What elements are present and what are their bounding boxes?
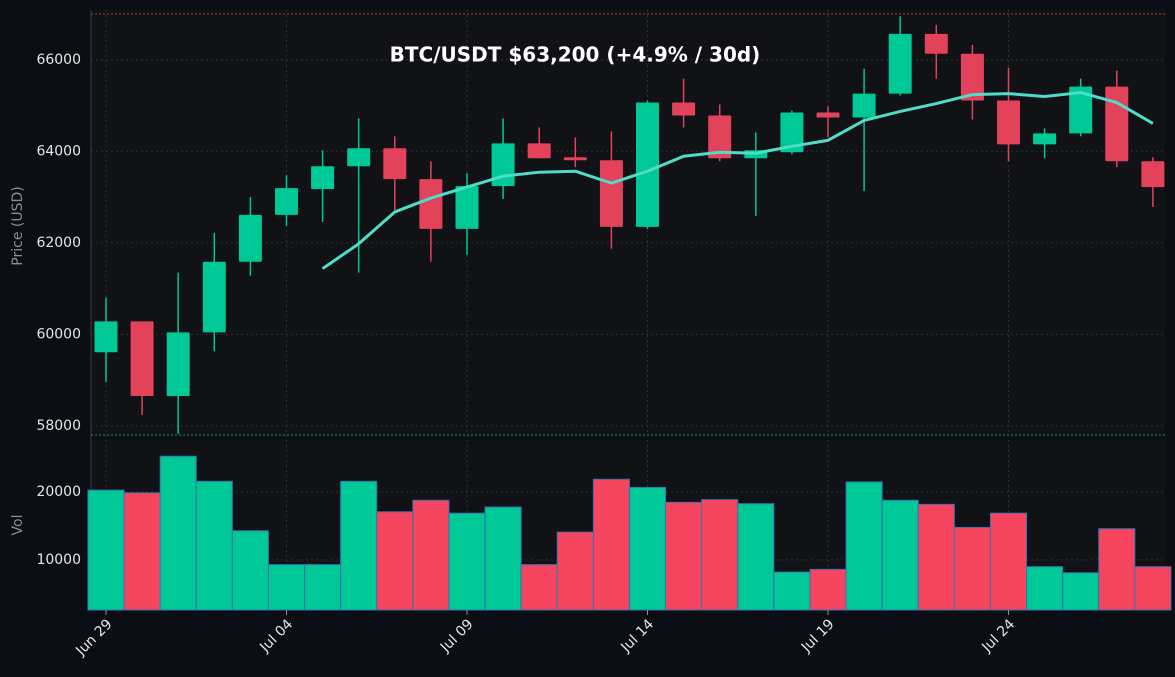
- x-tick-label: Jul 24: [978, 616, 1018, 656]
- candle-body: [780, 112, 804, 153]
- candle-body: [311, 166, 335, 190]
- volume-bar: [989, 512, 1028, 611]
- candle-body: [130, 321, 154, 397]
- candle-body: [419, 179, 443, 229]
- candle-body: [94, 321, 118, 353]
- y-tick-label: 66000: [36, 52, 81, 68]
- candle-body: [672, 102, 696, 116]
- candle-body: [1105, 86, 1129, 162]
- volume-bar: [231, 530, 269, 611]
- marks: [87, 16, 1172, 611]
- volume-bar: [123, 492, 161, 611]
- candle-body: [275, 188, 298, 215]
- volume-bar: [665, 501, 703, 611]
- y-axis-label: Vol: [10, 515, 26, 536]
- candle-body: [347, 148, 371, 167]
- y-tick-label: 60000: [36, 326, 81, 342]
- volume-bar: [340, 480, 378, 611]
- volume-bar: [195, 480, 233, 611]
- volume-bar: [556, 531, 594, 611]
- volume-bar: [159, 455, 197, 611]
- volume-bar: [809, 568, 847, 611]
- candle-body: [599, 160, 623, 227]
- price-panel: [91, 10, 1165, 437]
- candle-body: [563, 157, 587, 161]
- volume-bar: [701, 499, 739, 611]
- volume-bar: [917, 503, 955, 611]
- volume-bar: [376, 511, 414, 611]
- candle-body: [166, 332, 190, 397]
- volume-bar: [520, 564, 558, 611]
- candle-body: [1033, 133, 1057, 145]
- x-tick-label: Jun 29: [72, 616, 115, 659]
- volume-bar: [304, 564, 342, 611]
- y-tick-label: 20000: [36, 484, 81, 500]
- candle-body: [455, 186, 479, 229]
- volume-bar: [1134, 566, 1172, 611]
- y-tick-label: 58000: [36, 418, 81, 434]
- y-axis-label: Price (USD): [10, 186, 26, 265]
- candle-body: [960, 53, 984, 101]
- ma-line: [321, 91, 1154, 270]
- volume-bar: [881, 499, 919, 611]
- volume-bar: [628, 486, 667, 611]
- candle-body: [636, 102, 659, 227]
- y-tick-label: 62000: [36, 235, 81, 251]
- candle-body: [852, 93, 876, 118]
- volume-bar: [592, 478, 630, 611]
- volume-bar: [87, 489, 125, 611]
- x-tick-label: Jul 14: [617, 616, 657, 656]
- candle-body: [888, 33, 912, 94]
- volume-bar: [267, 564, 306, 611]
- y-tick-label: 64000: [36, 143, 81, 159]
- volume-bar: [412, 499, 450, 611]
- candle-body: [1069, 86, 1093, 134]
- candle-body: [1141, 161, 1165, 188]
- candle-body: [997, 100, 1020, 145]
- volume-bar: [484, 506, 522, 611]
- volume-bar: [1062, 572, 1100, 611]
- candle-body: [238, 214, 262, 262]
- volume-bar: [448, 512, 486, 611]
- volume-bar: [737, 503, 775, 611]
- volume-bar: [1098, 528, 1136, 611]
- candle-body: [202, 261, 226, 333]
- volume-bar: [845, 481, 883, 611]
- y-tick-label: 10000: [36, 552, 81, 568]
- chart-title: BTC/USDT $63,200 (+4.9% / 30d): [390, 43, 761, 67]
- x-tick-label: Jul 19: [798, 616, 838, 656]
- candle-body: [924, 33, 948, 54]
- volume-bar: [773, 571, 811, 611]
- x-tick-label: Jul 04: [256, 616, 296, 656]
- candle-body: [383, 148, 407, 180]
- volume-bar: [1026, 566, 1064, 611]
- candle-body: [527, 143, 551, 159]
- candle-body: [708, 115, 732, 159]
- candle-body: [816, 112, 840, 118]
- volume-bar: [953, 526, 991, 611]
- x-tick-label: Jul 09: [437, 616, 477, 656]
